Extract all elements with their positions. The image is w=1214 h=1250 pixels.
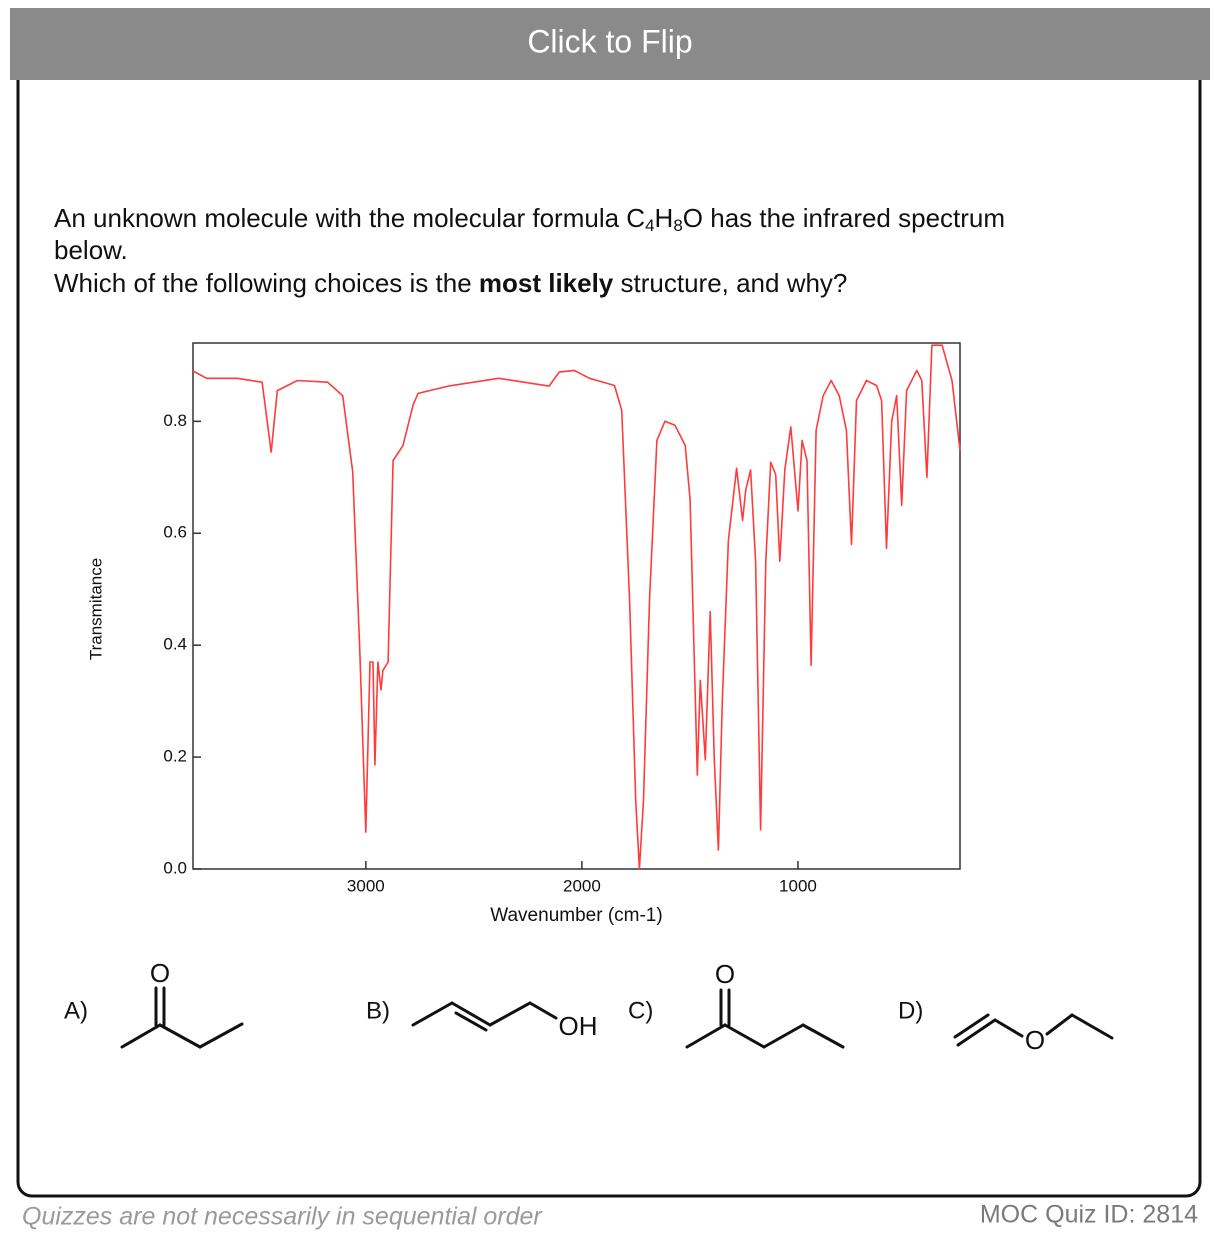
- x-axis-label: Wavenumber (cm-1): [490, 905, 662, 926]
- bond: [723, 1023, 766, 1049]
- atom: O: [150, 958, 170, 988]
- choices: A) O B) OH C) O D): [64, 958, 1114, 1055]
- question-text: O has the infrared spectrum: [683, 203, 1005, 233]
- choice-label: A): [64, 997, 88, 1024]
- question-text: An unknown molecule with the molecular f…: [54, 203, 645, 233]
- question-emphasis: most likely: [479, 268, 614, 298]
- question-text: Which of the following choices is the: [54, 268, 479, 298]
- question-text: structure, and why?: [613, 268, 847, 298]
- question-text: below.: [54, 235, 128, 265]
- subscript: 4: [645, 216, 654, 235]
- bond: [528, 1001, 558, 1020]
- y-tick-label: 0.4: [163, 635, 187, 654]
- bond: [801, 1023, 845, 1049]
- atom: O: [1025, 1025, 1045, 1055]
- bond: [158, 1023, 202, 1049]
- molecule-d: O: [953, 1013, 1114, 1055]
- ir-spectrum: 0.0 0.2 0.4 0.6 0.8 3000 2000 1000 Wavenumber (c…: [86, 342, 961, 926]
- x-tick-label: 1000: [779, 876, 817, 895]
- molecule-c: O: [685, 959, 845, 1049]
- spectrum-line: [192, 344, 961, 870]
- bond: [953, 1013, 990, 1039]
- molecule-b: OH: [411, 1001, 598, 1041]
- choice-label: C): [628, 997, 653, 1024]
- atom: OH: [559, 1011, 598, 1041]
- flip-button[interactable]: Click to Flip: [10, 8, 1210, 80]
- bond: [685, 1023, 727, 1049]
- y-tick-label: 0.6: [163, 523, 187, 542]
- card: [16, 12, 1202, 1198]
- bond: [762, 1023, 805, 1049]
- choice-label: B): [366, 997, 390, 1024]
- molecule-a: O: [120, 958, 244, 1049]
- question-line: Which of the following choices is the mo…: [54, 268, 847, 298]
- flip-label[interactable]: Click to Flip: [527, 23, 692, 59]
- bond: [993, 1018, 1024, 1038]
- bond: [956, 1018, 997, 1047]
- question-text: H: [655, 203, 674, 233]
- footer-note: Quizzes are not necessarily in sequentia…: [22, 1203, 543, 1231]
- bond: [411, 1001, 454, 1027]
- bond: [120, 1023, 162, 1049]
- quiz-id: MOC Quiz ID: 2814: [980, 1201, 1198, 1229]
- bond: [454, 1011, 488, 1032]
- x-tick-label: 3000: [347, 876, 385, 895]
- subscript: 8: [673, 216, 682, 235]
- y-tick-label: 0.2: [163, 747, 187, 766]
- bond: [198, 1022, 244, 1049]
- bond: [488, 1001, 532, 1027]
- y-axis-label: Transmitance: [86, 558, 105, 660]
- atom: O: [715, 959, 735, 989]
- y-tick-label: 0.8: [163, 411, 187, 430]
- bond: [1045, 1013, 1074, 1036]
- plot-frame: [192, 342, 961, 870]
- bond: [1070, 1013, 1114, 1040]
- y-tick-label: 0.0: [163, 858, 187, 877]
- bond: [450, 1001, 492, 1027]
- header-bar[interactable]: [10, 8, 1210, 80]
- x-tick-label: 2000: [563, 876, 601, 895]
- choice-label: D): [898, 997, 923, 1024]
- question-line: An unknown molecule with the molecular f…: [54, 203, 1005, 236]
